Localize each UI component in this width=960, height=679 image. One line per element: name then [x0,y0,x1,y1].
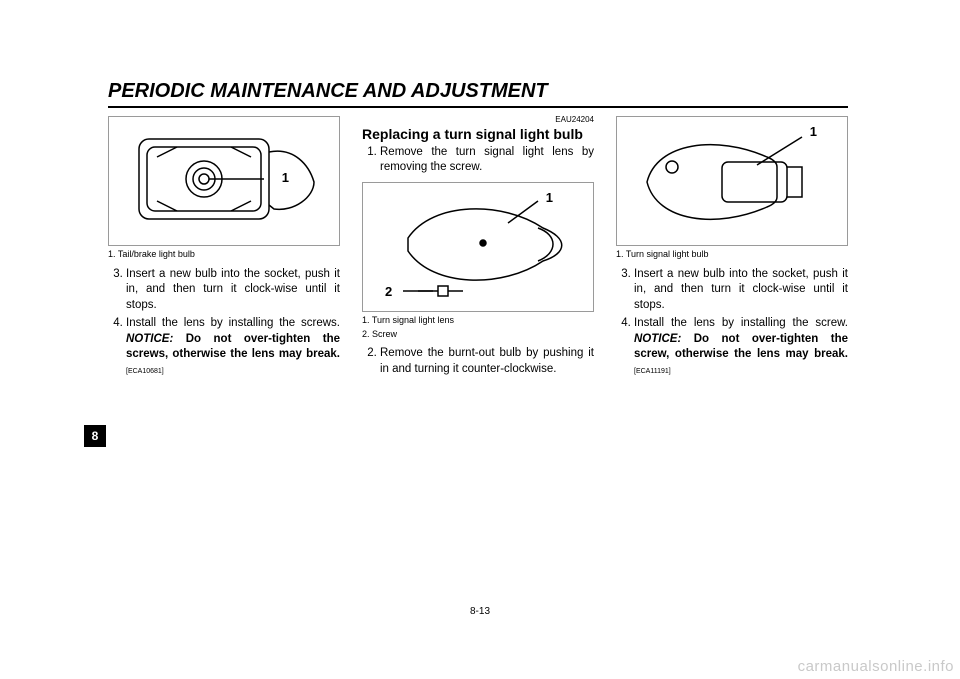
figure2-caption-2: 2. Screw [362,329,594,341]
column-3: 1 1. Turn signal light bulb Insert a new… [616,116,848,381]
figure2-caption-1: 1. Turn signal light lens [362,315,594,327]
page-title: PERIODIC MAINTENANCE AND ADJUSTMENT [108,80,848,108]
column-2: EAU24204 Replacing a turn signal light b… [362,116,594,381]
col3-steps: Insert a new bulb into the socket, push … [616,267,848,379]
col2-heading: Replacing a turn signal light bulb [362,126,594,143]
col3-step-4: Install the lens by installing the screw… [634,316,848,378]
page-content: PERIODIC MAINTENANCE AND ADJUSTMENT [108,80,848,620]
page-number: 8-13 [470,606,490,617]
col2-step-2: Remove the burnt-out bulb by pushing it … [380,346,594,377]
col3-step4-ref: [ECA11191] [634,368,671,375]
col1-step4-a: Install the lens by installing the screw… [126,317,340,329]
col2-steps-a: Remove the turn signal light lens by rem… [362,145,594,176]
figure2-callout-1: 1 [546,189,553,207]
col3-step4-notice: NOTICE: [634,333,681,345]
figure3-callout-1: 1 [810,123,817,141]
figure-turn-signal-lens: 1 2 [362,182,594,312]
col1-steps: Insert a new bulb into the socket, push … [108,267,340,379]
col2-refcode: EAU24204 [362,116,594,124]
col1-step4-notice: NOTICE: [126,333,173,345]
col1-step4-ref: [ECA10681] [126,368,164,375]
section-tab-label: 8 [92,429,99,443]
col2-steps-b: Remove the burnt-out bulb by pushing it … [362,346,594,377]
figure1-caption: 1. Tail/brake light bulb [108,249,340,261]
col3-step-3: Insert a new bulb into the socket, push … [634,267,848,314]
tail-brake-diagram [109,117,341,247]
watermark: carmanualsonline.info [798,658,954,675]
col1-step-4: Install the lens by installing the screw… [126,316,340,378]
turn-signal-lens-diagram [363,183,595,313]
col1-step-3: Insert a new bulb into the socket, push … [126,267,340,314]
content-columns: 1 1. Tail/brake light bulb Insert a new … [108,116,848,381]
col2-step-1: Remove the turn signal light lens by rem… [380,145,594,176]
column-1: 1 1. Tail/brake light bulb Insert a new … [108,116,340,381]
col3-step4-a: Install the lens by installing the screw… [634,317,848,329]
figure3-caption: 1. Turn signal light bulb [616,249,848,261]
figure-tail-brake-bulb: 1 [108,116,340,246]
figure1-callout-1: 1 [282,169,289,187]
section-tab: 8 [84,425,106,447]
figure2-callout-2: 2 [385,283,392,301]
figure-turn-signal-bulb: 1 [616,116,848,246]
